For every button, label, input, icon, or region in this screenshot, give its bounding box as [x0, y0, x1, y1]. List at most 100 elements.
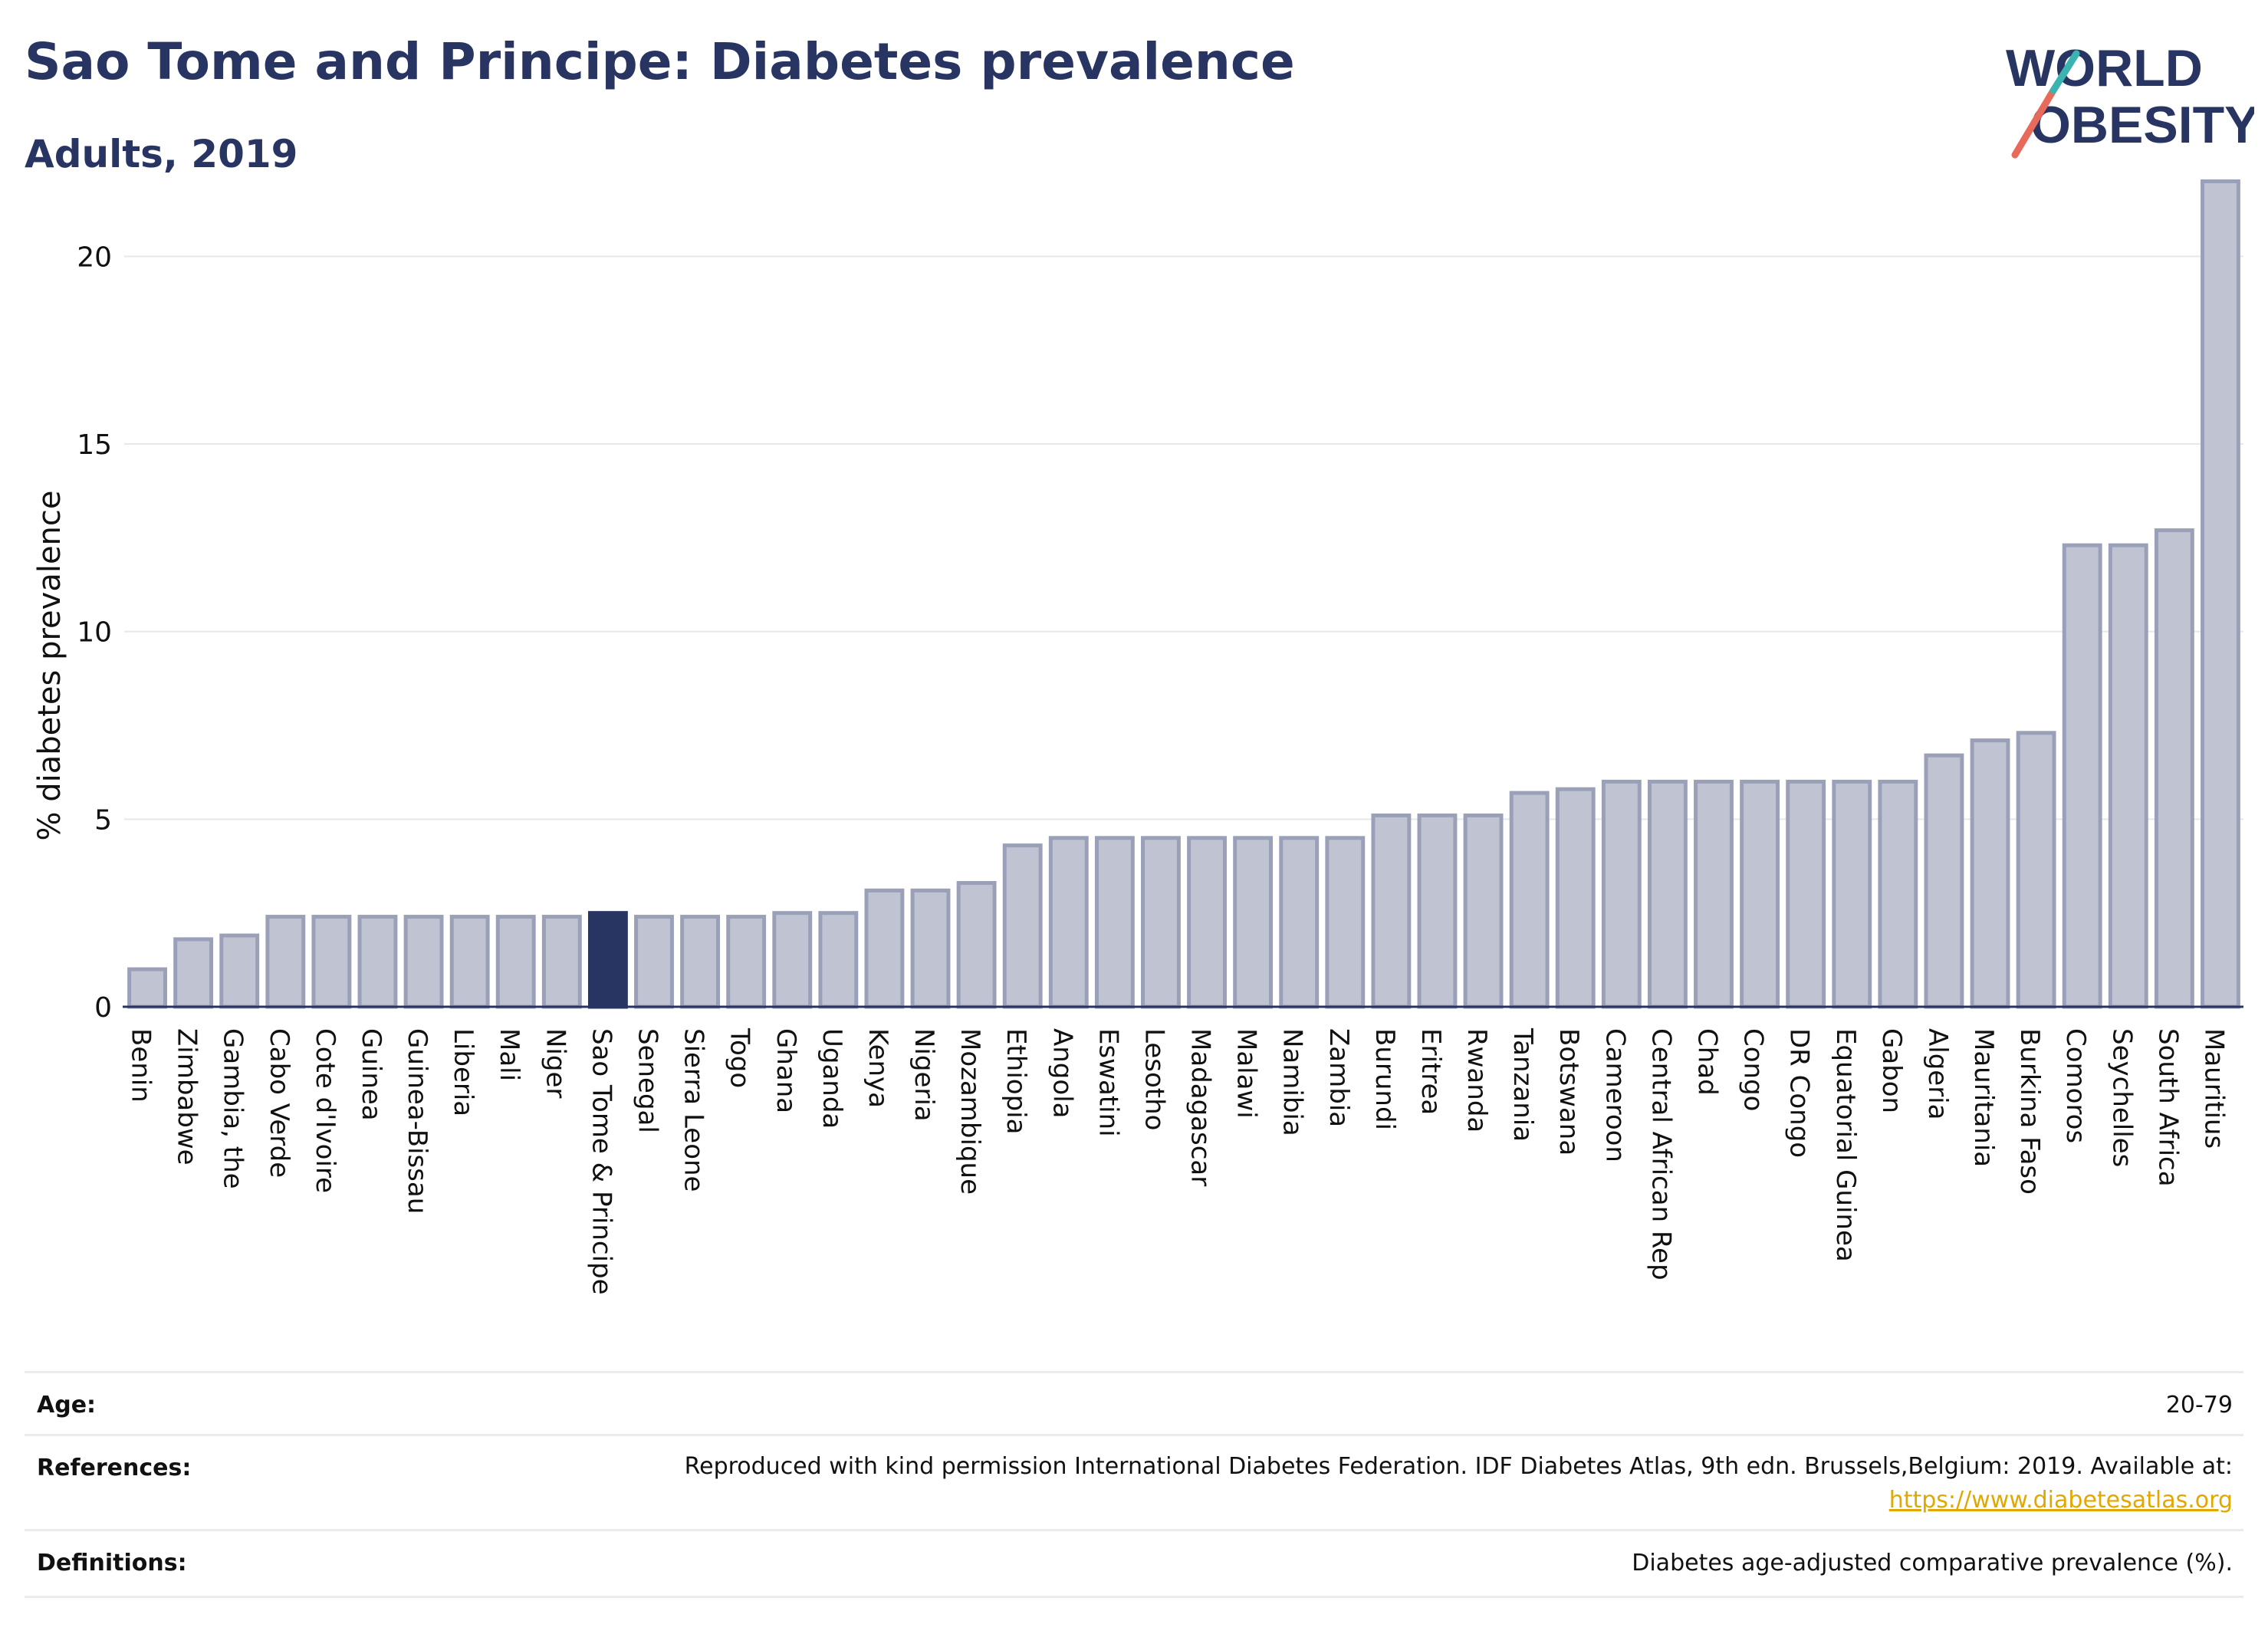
- references-value: Reproduced with kind permission Internat…: [685, 1450, 2233, 1517]
- x-tick-label: DR Congo: [1784, 1028, 1815, 1158]
- references-label: References:: [37, 1455, 192, 1481]
- bar-dr-congo: [1786, 779, 1826, 1009]
- bar-comoros: [2062, 543, 2102, 1009]
- bar-chart: 0 5 10 15 20 Benin Zimbabwe Gambia, the Cabo Ve…: [32, 179, 2243, 1295]
- x-tick-label: Malawi: [1231, 1028, 1262, 1119]
- bar-zambia: [1325, 836, 1366, 1009]
- x-tick-label: Senegal: [633, 1028, 663, 1133]
- x-tick-label: Mali: [494, 1028, 524, 1081]
- definitions-value: Diabetes age-adjusted comparative preval…: [1632, 1550, 2233, 1576]
- bar-guinea: [357, 915, 398, 1009]
- definitions-label: Definitions:: [37, 1550, 187, 1576]
- y-tick-label: 20: [77, 242, 112, 273]
- x-tick-label: Namibia: [1277, 1028, 1308, 1136]
- x-tick-label: Equatorial Guinea: [1830, 1028, 1861, 1262]
- definitions-row: Definitions: Diabetes age-adjusted compa…: [25, 1529, 2243, 1598]
- x-axis-labels: Benin Zimbabwe Gambia, the Cabo Verde Cote d…: [126, 1027, 2230, 1295]
- bar-uganda: [818, 911, 859, 1009]
- references-link[interactable]: https://www.diabetesatlas.org: [1888, 1487, 2233, 1514]
- bar-burundi: [1371, 813, 1412, 1009]
- x-tick-label: Zimbabwe: [172, 1028, 202, 1165]
- bar-seychelles: [2108, 543, 2148, 1009]
- references-text: Reproduced with kind permission Internat…: [684, 1453, 2233, 1480]
- y-tick-label: 15: [77, 429, 112, 461]
- x-tick-label: Zambia: [1323, 1028, 1354, 1127]
- bar-rwanda: [1463, 813, 1504, 1009]
- bar-cameroon: [1601, 779, 1642, 1009]
- bar-ethiopia: [1002, 843, 1043, 1009]
- bar-mauritius: [2201, 179, 2240, 1009]
- gridlines: [124, 255, 2243, 820]
- x-tick-label: Congo: [1738, 1028, 1769, 1111]
- chart-subtitle: Adults, 2019: [25, 132, 298, 176]
- x-tick-label: Mauritania: [1968, 1028, 1999, 1167]
- x-tick-label: Eswatini: [1093, 1028, 1123, 1137]
- bar-tanzania: [1509, 791, 1550, 1009]
- x-tick-label: South Africa: [2152, 1028, 2183, 1187]
- bar-lesotho: [1141, 836, 1181, 1009]
- bar-mauritania: [1970, 738, 2010, 1009]
- x-tick-label: Gambia, the: [218, 1028, 248, 1189]
- bars: [127, 179, 2240, 1009]
- x-tick-label: Eritrea: [1415, 1028, 1446, 1115]
- age-value: 20-79: [2165, 1392, 2233, 1419]
- x-tick-label: Cameroon: [1599, 1028, 1630, 1162]
- bar-ghana: [772, 911, 813, 1009]
- bar-congo: [1740, 779, 1780, 1009]
- logo-word-world: WORLD: [2006, 39, 2203, 97]
- x-tick-label: Comoros: [2060, 1028, 2091, 1143]
- bar-gambia-the: [219, 933, 260, 1009]
- bar-equatorial-guinea: [1832, 779, 1872, 1009]
- x-tick-label: Guinea-Bissau: [402, 1028, 432, 1214]
- x-tick-label: Togo: [725, 1027, 755, 1088]
- bar-madagascar: [1187, 836, 1227, 1009]
- bar-chad: [1694, 779, 1734, 1009]
- bar-eswatini: [1094, 836, 1135, 1009]
- bar-guinea-bissau: [403, 915, 444, 1009]
- y-tick-label: 5: [94, 804, 112, 836]
- x-tick-label: Gabon: [1876, 1028, 1907, 1113]
- bar-mali: [495, 915, 536, 1009]
- bar-nigeria: [910, 888, 951, 1009]
- y-tick-label: 10: [77, 617, 112, 649]
- bar-mozambique: [956, 881, 997, 1009]
- references-row: References: Reproduced with kind permiss…: [25, 1434, 2243, 1531]
- x-tick-label: Seychelles: [2106, 1028, 2137, 1167]
- x-tick-label: Cote d'Ivoire: [310, 1028, 340, 1193]
- bar-togo: [726, 915, 767, 1009]
- x-tick-label: Mauritius: [2198, 1028, 2229, 1149]
- y-axis-ticks: 0 5 10 15 20: [77, 242, 112, 1024]
- x-tick-label: Ghana: [771, 1028, 801, 1113]
- bar-eritrea: [1417, 813, 1458, 1009]
- bar-zimbabwe: [173, 937, 214, 1009]
- bar-benin: [127, 967, 167, 1009]
- x-tick-label: Angola: [1047, 1028, 1077, 1118]
- chart-title: Sao Tome and Principe: Diabetes prevalen…: [25, 32, 1295, 91]
- bar-sao-tome-principe: [587, 911, 628, 1009]
- logo-slash-teal: [2049, 50, 2080, 94]
- bar-south-africa: [2154, 528, 2194, 1009]
- x-tick-label: Rwanda: [1461, 1028, 1492, 1133]
- x-tick-label: Botswana: [1553, 1028, 1584, 1156]
- bar-kenya: [864, 888, 905, 1009]
- x-tick-label: Liberia: [448, 1028, 478, 1116]
- bar-gabon: [1878, 779, 1918, 1009]
- bar-liberia: [449, 915, 490, 1009]
- age-label: Age:: [37, 1392, 97, 1419]
- x-tick-label: Kenya: [863, 1028, 893, 1108]
- x-tick-label: Ethiopia: [1001, 1028, 1031, 1134]
- world-obesity-logo: WORLD OBESITY: [2006, 39, 2254, 159]
- x-tick-label: Cabo Verde: [264, 1028, 294, 1178]
- bar-namibia: [1279, 836, 1320, 1009]
- x-tick-label: Madagascar: [1185, 1028, 1216, 1186]
- bar-sierra-leone: [680, 915, 721, 1009]
- bar-angola: [1048, 836, 1089, 1009]
- logo-word-obesity: OBESITY: [2030, 96, 2254, 154]
- x-tick-label: Sierra Leone: [679, 1028, 709, 1192]
- bar-cote-d-ivoire: [311, 915, 352, 1009]
- y-tick-label: 0: [94, 992, 112, 1024]
- bar-botswana: [1555, 787, 1596, 1009]
- x-tick-label: Niger: [540, 1028, 570, 1098]
- x-tick-label: Chad: [1692, 1028, 1723, 1096]
- x-tick-label: Tanzania: [1507, 1027, 1538, 1142]
